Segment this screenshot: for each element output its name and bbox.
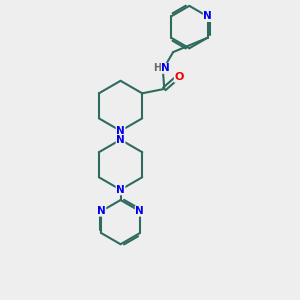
Text: N: N xyxy=(116,126,125,136)
Text: N: N xyxy=(116,185,125,195)
Text: N: N xyxy=(97,206,106,216)
Text: N: N xyxy=(116,135,125,145)
Text: H: H xyxy=(154,63,162,73)
Text: O: O xyxy=(174,72,184,82)
Text: N: N xyxy=(203,11,212,22)
Text: N: N xyxy=(161,63,170,73)
Text: N: N xyxy=(135,206,144,216)
